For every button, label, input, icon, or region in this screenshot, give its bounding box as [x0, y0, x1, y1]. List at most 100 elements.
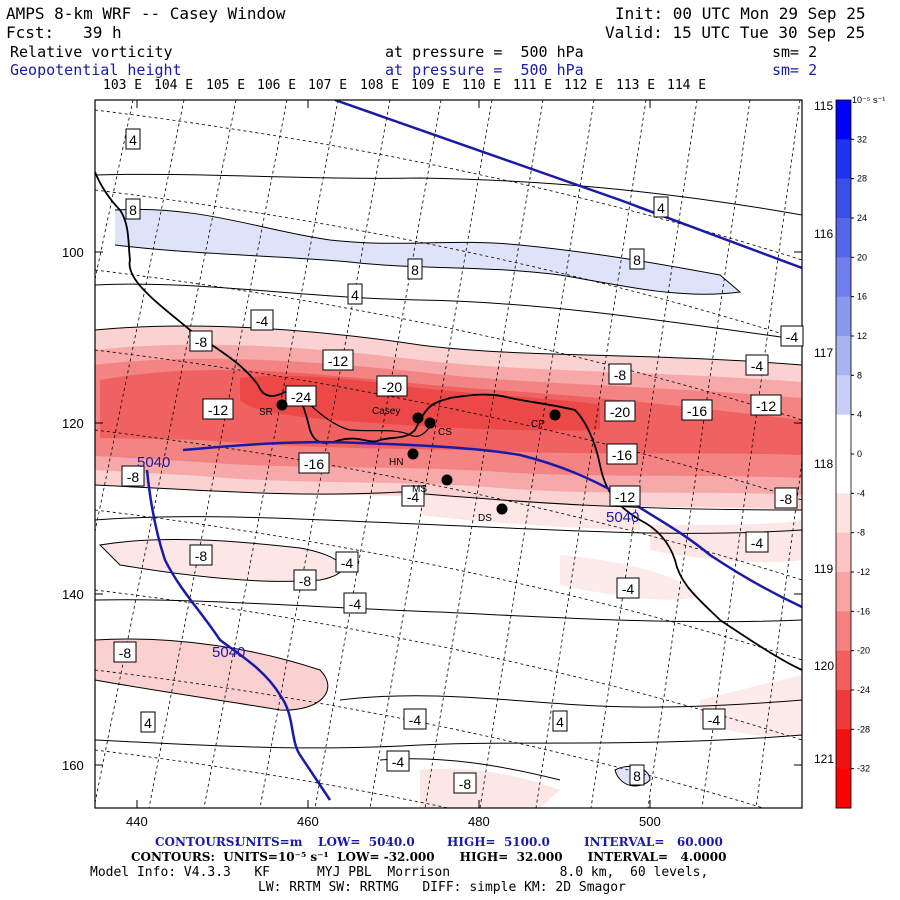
- footer-line1-high: HIGH= 5100.0: [447, 835, 550, 849]
- contour-label: -12: [328, 353, 348, 369]
- field2-name: Geopotential height: [10, 61, 182, 79]
- colorbar-swatch: [836, 139, 851, 180]
- station-label-ms: MS: [412, 484, 427, 495]
- field1-level: at pressure = 500 hPa: [385, 43, 584, 61]
- colorbar-level-label: -4: [857, 488, 865, 498]
- lon-label-top: 114 E: [667, 78, 707, 93]
- contour-label-box: [750, 394, 782, 416]
- station-marker-cp[interactable]: [549, 409, 561, 421]
- contour-label: -4: [392, 754, 405, 770]
- footer-line2: CONTOURS: UNITS=10⁻⁵ s⁻¹ LOW= -32.000 HI…: [131, 850, 727, 864]
- lon-label-top: 109 E: [411, 78, 451, 93]
- colorbar-level-label: 24: [857, 213, 867, 223]
- colorbar-swatch: [836, 414, 851, 455]
- lon-label-top: 111 E: [513, 78, 553, 93]
- y-tick-label: 140: [62, 587, 84, 602]
- contour-label: -16: [687, 403, 707, 419]
- contour-label: 8: [633, 768, 641, 784]
- contour-label: -4: [751, 358, 764, 374]
- colorbar-level-label: 4: [857, 410, 862, 420]
- contour-label: -12: [615, 489, 635, 505]
- field1-name: Relative vorticity: [10, 43, 173, 61]
- colorbar-swatch: [836, 532, 851, 573]
- footer-line1-low: LOW= 5040.0: [318, 835, 415, 849]
- lon-label-top: 103 E: [103, 78, 143, 93]
- x-tick-label: 460: [297, 814, 319, 829]
- contour-label: 8: [411, 262, 419, 278]
- contour-label: -16: [304, 456, 324, 472]
- contour-label: -16: [612, 447, 632, 463]
- contour-label-box: [202, 398, 234, 420]
- y-tick-label: 100: [62, 245, 84, 260]
- station-label-hn: HN: [389, 457, 403, 468]
- x-tick-label: 500: [639, 814, 661, 829]
- station-label-casey: Casey: [372, 406, 400, 417]
- contour-label-box: [653, 196, 669, 218]
- contour-label: 4: [657, 200, 665, 216]
- field2-level: at pressure = 500 hPa: [385, 61, 584, 79]
- colorbar-swatch: [836, 178, 851, 219]
- colorbar-swatch: [836, 257, 851, 298]
- contour-label-box: [403, 708, 427, 730]
- contour-label: -4: [622, 581, 635, 597]
- colorbar-swatch: [836, 729, 851, 770]
- contour-label-box: [608, 363, 632, 385]
- footer-line1-contours: CONTOURS:: [155, 835, 239, 849]
- colorbar-swatch: [836, 611, 851, 652]
- colorbar-swatch: [836, 375, 851, 416]
- contour-label: -20: [610, 404, 630, 420]
- contour-label-box: [376, 375, 408, 397]
- lon-label-top: 104 E: [154, 78, 194, 93]
- field2-sm: sm= 2: [772, 61, 818, 79]
- height-label: 5040: [212, 644, 245, 661]
- y-tick-label: 120: [62, 416, 84, 431]
- colorbar-swatch: [836, 650, 851, 691]
- contour-label-box: [285, 385, 317, 407]
- footer-line1-units: UNITS=m: [235, 835, 303, 849]
- contour-label: -8: [119, 645, 132, 661]
- footer-line1-interval: INTERVAL= 60.000: [584, 835, 723, 849]
- contour-label: -8: [299, 573, 312, 589]
- colorbar-swatch: [836, 336, 851, 376]
- station-marker-cs[interactable]: [424, 417, 436, 429]
- contour-label: -8: [614, 367, 627, 383]
- station-marker-sr[interactable]: [276, 399, 288, 411]
- axis-ticks: [95, 100, 802, 808]
- contour-label-box: [407, 258, 423, 280]
- colorbar-level-label: -24: [857, 685, 870, 695]
- contour-label: -8: [459, 776, 472, 792]
- colorbar-swatch: [836, 493, 851, 534]
- x-tick-label: 440: [126, 814, 148, 829]
- colorbar: 32 28 24 20 16 12 8 4 0 -4 -8 -12 -16 -20 -24 -28 -32: [835, 99, 870, 809]
- lon-label-top: 112 E: [564, 78, 604, 93]
- station-marker-ds[interactable]: [496, 503, 508, 515]
- contour-label: -4: [786, 329, 799, 345]
- contour-label: 8: [633, 252, 641, 268]
- contour-label-box: [293, 569, 317, 591]
- contour-label-box: [745, 531, 769, 553]
- contour-label: -4: [751, 535, 764, 551]
- colorbar-level-label: 16: [857, 292, 867, 302]
- lat-lon-grid: [95, 100, 802, 808]
- contour-label-box: [702, 708, 726, 730]
- colorbar-level-label: 28: [857, 174, 867, 184]
- lon-label-top: 113 E: [616, 78, 656, 93]
- valid-time: Valid: 15 UTC Tue 30 Sep 25: [605, 23, 866, 42]
- colorbar-swatch: [836, 768, 851, 809]
- colorbar-level-label: -12: [857, 567, 870, 577]
- station-marker-hn[interactable]: [407, 448, 419, 460]
- y-tick-label: 160: [62, 758, 84, 773]
- colorbar-level-label: -28: [857, 724, 870, 734]
- station-marker-ms[interactable]: [441, 474, 453, 486]
- contour-label: -20: [382, 379, 402, 395]
- contour-label-box: [453, 772, 477, 794]
- colorbar-units: 10⁻⁵ s⁻¹: [852, 95, 885, 105]
- vorticity-contours: [95, 173, 802, 787]
- lon-label-top: 110 E: [462, 78, 502, 93]
- station-label-cp: CP: [531, 419, 545, 430]
- stations: SR Casey CS CP HN MS DS: [259, 399, 561, 524]
- station-marker-casey[interactable]: [412, 412, 424, 424]
- contour-labels: 4 8 4 8 8 4 -4 -8 -12 -4 -8 -4 -20 -24 -12 -20 -16 -12 -16…: [113, 128, 804, 794]
- lon-label-top: 108 E: [360, 78, 400, 93]
